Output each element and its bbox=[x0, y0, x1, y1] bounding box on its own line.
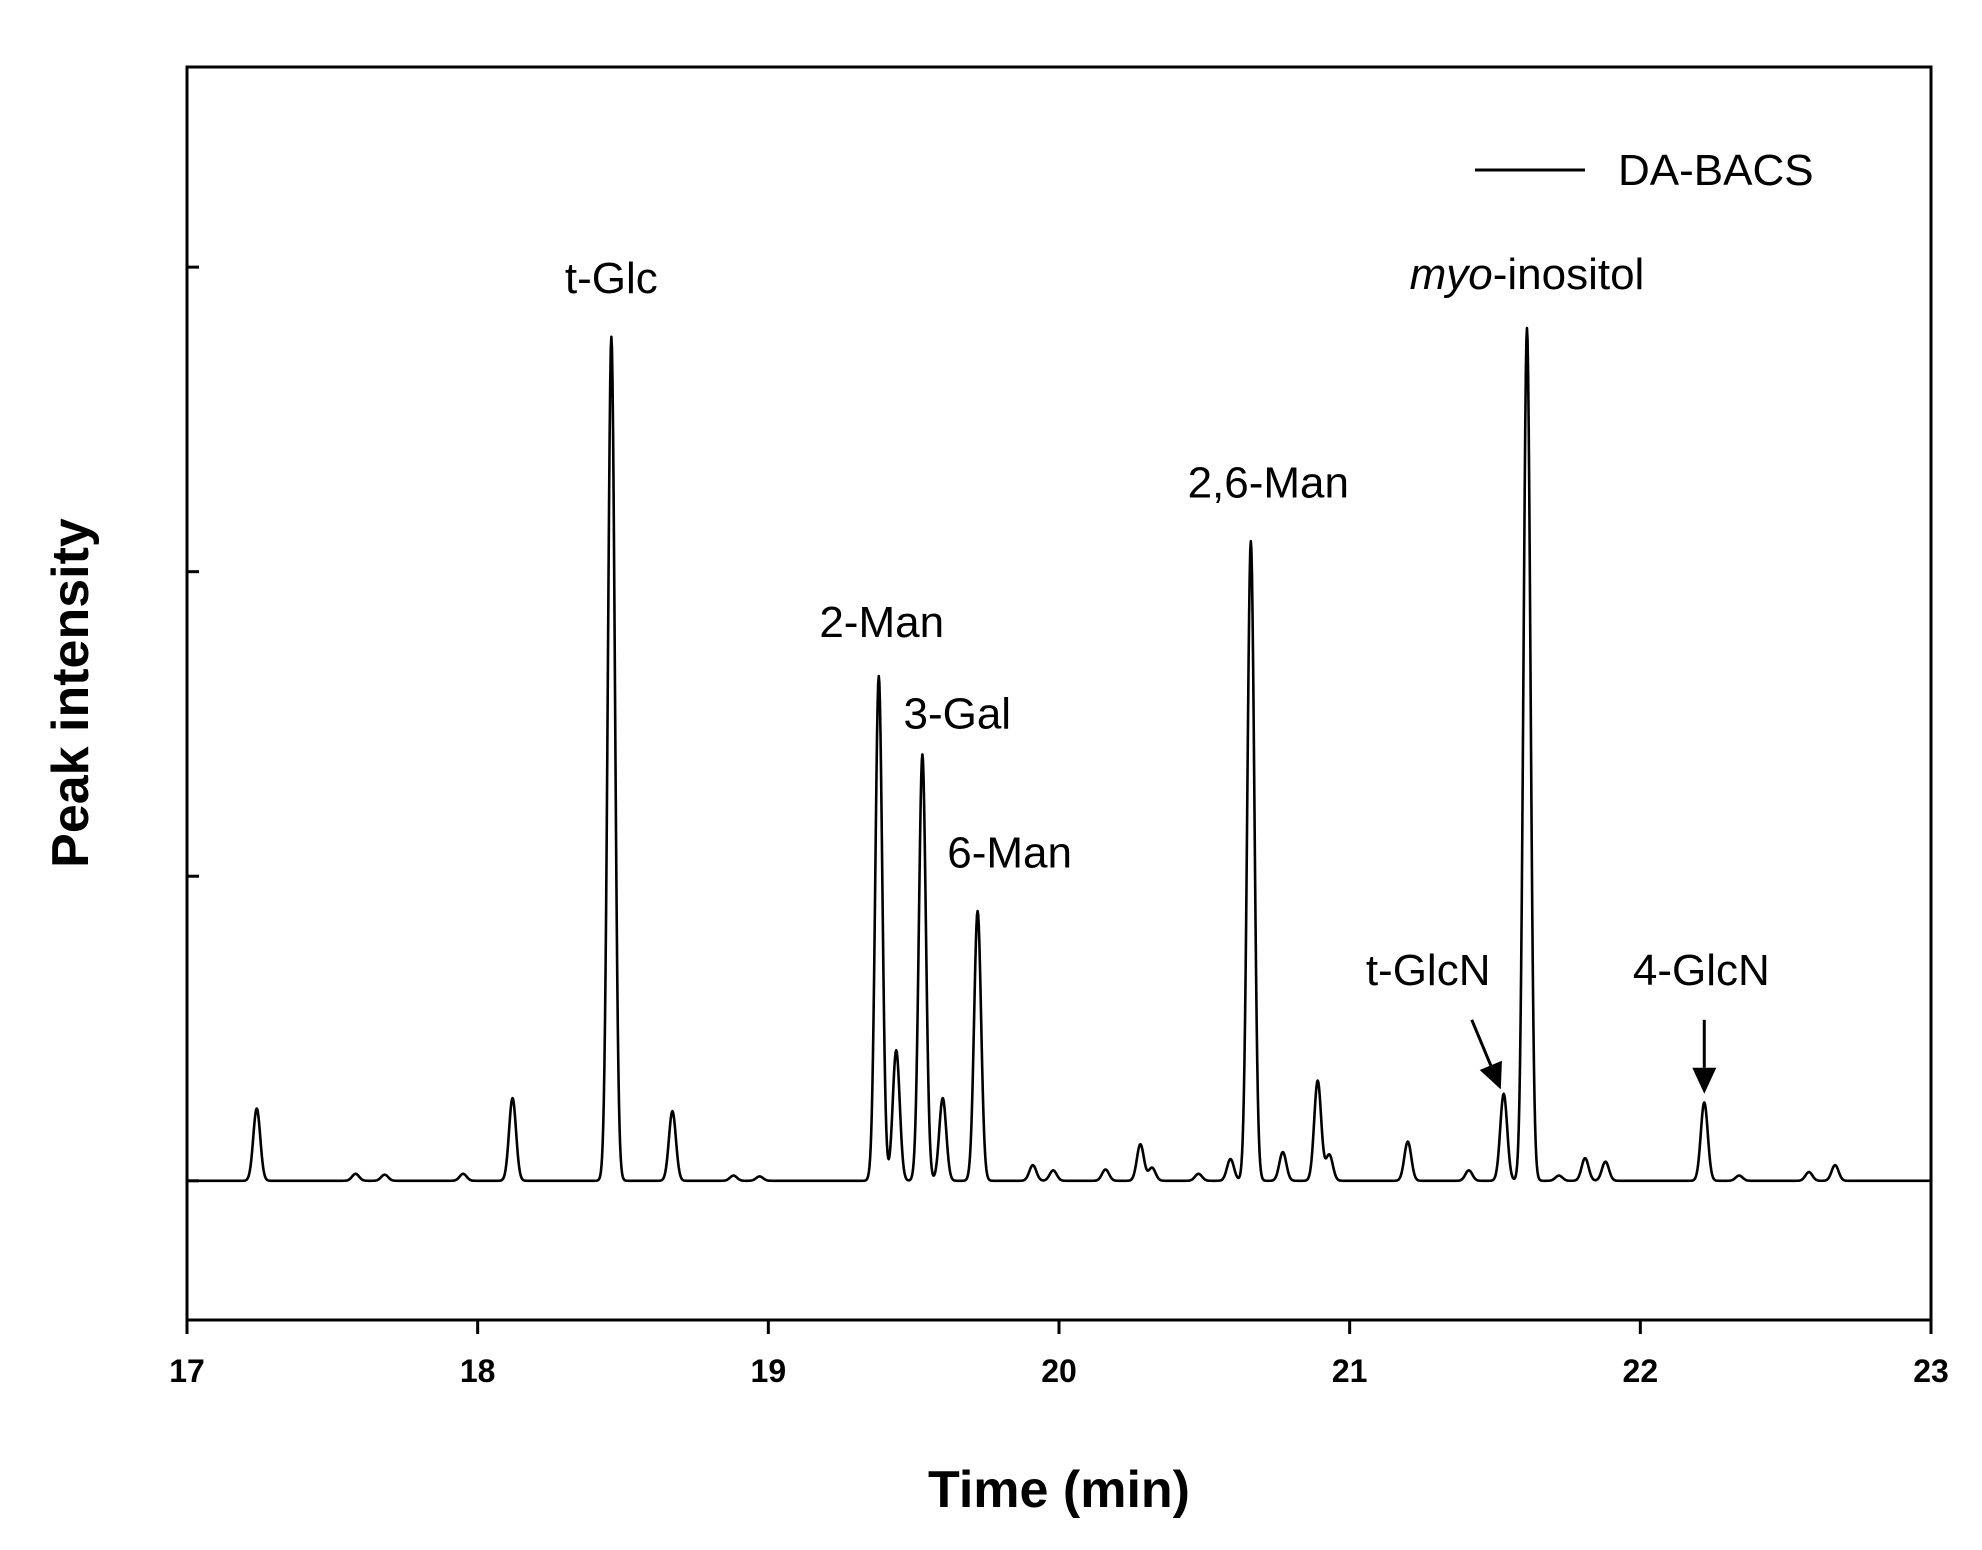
peak-annotations: t-Glc 2-Man 3-Gal 6-Man 2,6-Man myo-inositol t… bbox=[565, 250, 1770, 995]
x-tick-label-18: 18 bbox=[460, 1353, 496, 1389]
plot-frame bbox=[185, 65, 1933, 1322]
x-axis-tick-labels: 17 18 19 20 21 22 23 bbox=[169, 1353, 1949, 1389]
y-axis-title: Peak intensity bbox=[42, 518, 100, 868]
x-tick-label-23: 23 bbox=[1913, 1353, 1949, 1389]
x-axis-ticks bbox=[185, 1320, 1933, 1334]
legend-label-da-bacs: DA-BACS bbox=[1618, 146, 1814, 195]
annotation-5-italic: myo bbox=[1410, 250, 1493, 299]
arrow-head-1 bbox=[1692, 1067, 1717, 1094]
annotation-4: 2,6-Man bbox=[1188, 459, 1349, 508]
annotation-1: 2-Man bbox=[819, 598, 944, 647]
arrow-head-0 bbox=[1479, 1060, 1502, 1090]
series-line-da-bacs bbox=[186, 326, 1932, 1183]
y-axis-ticks bbox=[187, 265, 199, 1183]
annotation-2: 3-Gal bbox=[903, 689, 1011, 738]
x-tick-label-19: 19 bbox=[751, 1353, 787, 1389]
arrow-shaft-0 bbox=[1470, 1019, 1493, 1066]
annotation-7: 4-GlcN bbox=[1633, 946, 1770, 995]
annotation-6: t-GlcN bbox=[1366, 946, 1491, 995]
annotation-3: 6-Man bbox=[947, 829, 1072, 878]
annotation-5-rest: -inositol bbox=[1493, 250, 1645, 299]
x-tick-label-21: 21 bbox=[1332, 1353, 1368, 1389]
x-tick-label-17: 17 bbox=[169, 1353, 205, 1389]
x-tick-label-20: 20 bbox=[1041, 1353, 1077, 1389]
annotation-5: myo-inositol bbox=[1410, 250, 1645, 299]
x-axis-title: Time (min) bbox=[928, 1461, 1190, 1519]
x-tick-label-22: 22 bbox=[1623, 1353, 1659, 1389]
legend: DA-BACS bbox=[1475, 146, 1814, 195]
peak-arrows bbox=[1470, 1019, 1717, 1094]
annotation-0: t-Glc bbox=[565, 254, 658, 303]
